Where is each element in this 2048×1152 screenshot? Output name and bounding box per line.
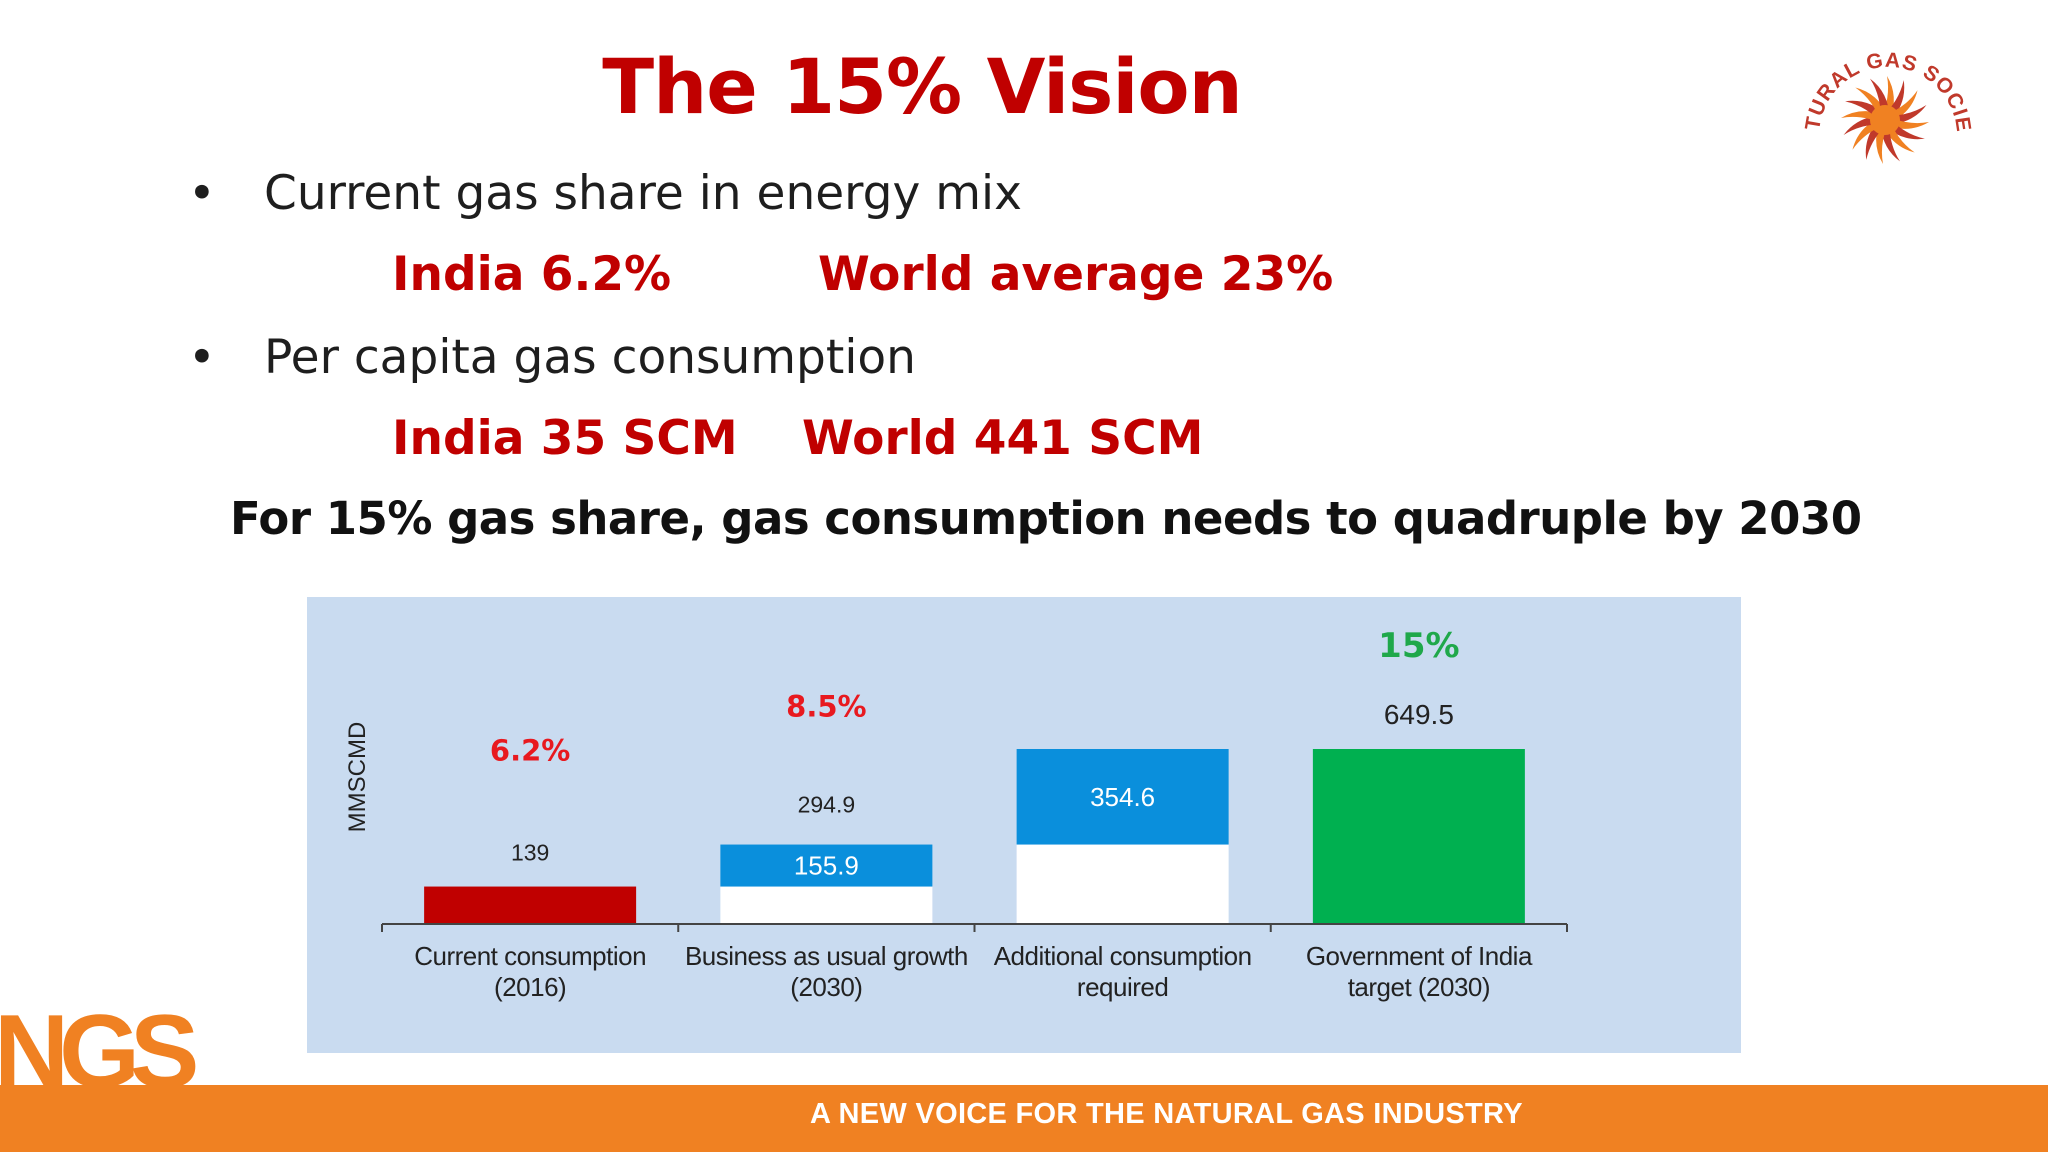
stat-india-per-capita: India 35 SCM	[392, 411, 738, 466]
category-label: Current consumption	[414, 941, 646, 971]
bullet-marker: •	[188, 166, 216, 221]
category-label: (2016)	[494, 972, 566, 1002]
category-label: Business as usual growth	[685, 941, 968, 971]
bar-4	[1312, 749, 1525, 924]
bullet-energy-mix: • Current gas share in energy mix	[188, 166, 1022, 221]
gas-share-label: 15%	[1378, 626, 1459, 666]
waterfall-base-bar	[1016, 844, 1229, 924]
bullet-text: Current gas share in energy mix	[264, 166, 1022, 221]
bullet-text: Per capita gas consumption	[264, 330, 916, 385]
category-label: Additional consumption	[994, 941, 1252, 971]
bar-3	[1016, 749, 1229, 845]
category-label: target (2030)	[1348, 972, 1490, 1002]
bar-value-label: 354.6	[1090, 782, 1155, 812]
slide-title: The 15% Vision	[602, 42, 1242, 131]
footer-bar	[0, 1085, 2048, 1152]
stat-india-share: India 6.2%	[392, 247, 672, 302]
chart-svg: 139 6.2% Current consumption(2016) 155.9 294…	[344, 626, 1568, 1002]
stat-world-per-capita: World 441 SCM	[802, 411, 1204, 466]
bullet-per-capita: • Per capita gas consumption	[188, 330, 916, 385]
bar-1	[424, 886, 637, 924]
natural-gas-society-logo: NATURAL GAS SOCIETY	[1785, 20, 1974, 164]
bar-value-label: 649.5	[1384, 699, 1454, 730]
footer-tagline: A NEW VOICE FOR THE NATURAL GAS INDUSTRY	[810, 1098, 1523, 1130]
bullet-marker: •	[188, 330, 216, 385]
cumulative-total-label: 294.9	[798, 792, 856, 818]
headline-quadruple: For 15% gas share, gas consumption needs…	[230, 492, 1862, 545]
bar-value-label: 139	[511, 840, 549, 866]
sunburst-logo-icon	[1841, 76, 1929, 164]
stat-world-share: World average 23%	[818, 247, 1334, 302]
waterfall-chart: 139 6.2% Current consumption (2016) 155.9 294…	[307, 597, 1741, 1053]
category-label: required	[1077, 972, 1168, 1002]
gas-share-label: 6.2%	[490, 734, 570, 768]
bar-value-label: 155.9	[794, 851, 859, 881]
category-label: Government of India	[1306, 941, 1533, 971]
waterfall-base-bar	[720, 886, 933, 924]
gas-share-label: 8.5%	[786, 690, 866, 724]
bar-2	[720, 844, 933, 887]
y-axis-label: MMSCMD	[344, 722, 371, 833]
category-label: (2030)	[790, 972, 862, 1002]
